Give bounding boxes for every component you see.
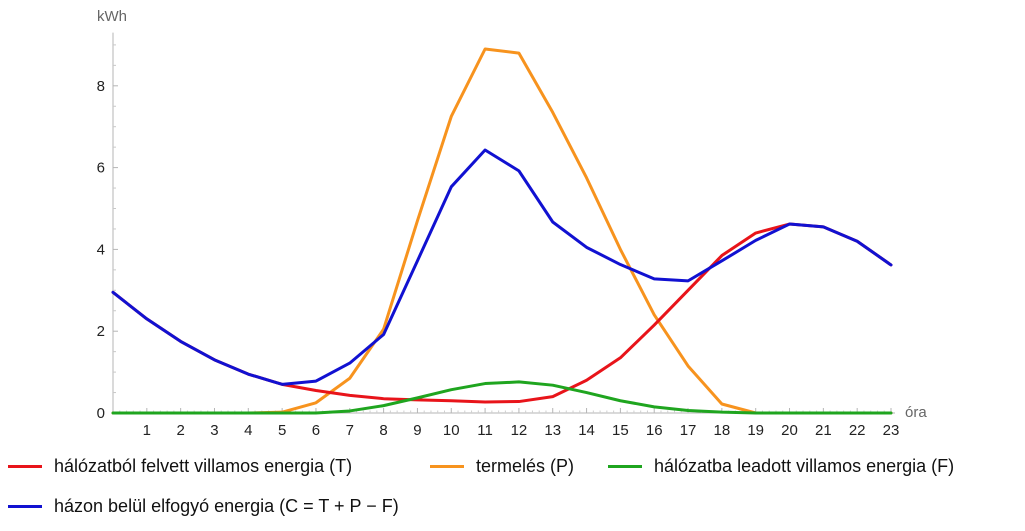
legend-item-t: hálózatból felvett villamos energia (T) — [8, 456, 352, 477]
y-tick-label: 4 — [97, 241, 105, 258]
x-tick-label: 22 — [849, 422, 866, 439]
x-tick-label: 4 — [244, 422, 252, 439]
series-layer — [111, 47, 893, 415]
legend-item-c: házon belül elfogyó energia (C = T + P −… — [8, 496, 399, 517]
x-tick-label: 13 — [544, 422, 561, 439]
x-tick-label: 19 — [747, 422, 764, 439]
y-tick-label: 8 — [97, 78, 105, 95]
legend-item-f: hálózatba leadott villamos energia (F) — [608, 456, 954, 477]
x-tick-label: 6 — [312, 422, 320, 439]
x-tick-label: 23 — [883, 422, 900, 439]
x-tick-label: 21 — [815, 422, 832, 439]
x-tick-label: 2 — [176, 422, 184, 439]
series-line-2 — [111, 380, 893, 415]
x-tick-label: 18 — [714, 422, 731, 439]
x-tick-label: 16 — [646, 422, 663, 439]
series-line-0 — [111, 222, 893, 404]
legend-label-t: hálózatból felvett villamos energia (T) — [54, 456, 353, 476]
legend-label-p: termelés (P) — [476, 456, 575, 476]
y-tick-label: 6 — [97, 160, 105, 177]
legend-swatch-p — [430, 465, 464, 468]
x-tick-label: 8 — [379, 422, 387, 439]
x-tick-label: 9 — [413, 422, 421, 439]
x-tick-label: 7 — [346, 422, 354, 439]
legend-label-c: házon belül elfogyó energia (C = T + P −… — [54, 496, 399, 516]
x-tick-label: 17 — [680, 422, 697, 439]
x-tick-label: 10 — [443, 422, 460, 439]
x-tick-label: 14 — [578, 422, 595, 439]
y-axis-label: kWh — [97, 8, 127, 25]
x-tick-label: 12 — [511, 422, 528, 439]
legend-item-p: termelés (P) — [430, 456, 574, 477]
y-tick-label: 2 — [97, 323, 105, 340]
x-tick-label: 5 — [278, 422, 286, 439]
series-line-3 — [111, 148, 893, 386]
legend-label-f: hálózatba leadott villamos energia (F) — [654, 456, 955, 476]
x-tick-label: 3 — [210, 422, 218, 439]
x-tick-label: 11 — [477, 422, 493, 439]
legend-swatch-c — [8, 505, 42, 508]
x-tick-label: 20 — [781, 422, 798, 439]
axes — [112, 32, 895, 414]
y-tick-label: 0 — [97, 405, 105, 422]
x-tick-label: 1 — [143, 422, 151, 439]
x-tick-label: 15 — [612, 422, 629, 439]
legend-swatch-f — [608, 465, 642, 468]
legend-swatch-t — [8, 465, 42, 468]
x-axis-label: óra — [905, 404, 927, 421]
